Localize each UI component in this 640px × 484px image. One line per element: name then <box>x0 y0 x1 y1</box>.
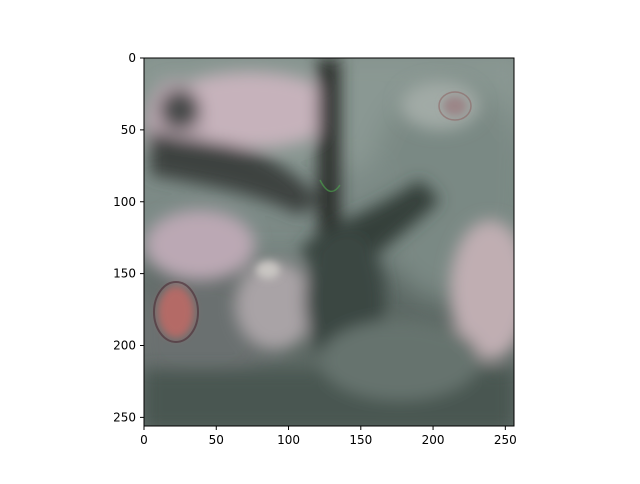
red-blob <box>158 286 194 338</box>
x-tick-label: 200 <box>422 433 445 447</box>
x-axis: 0 50 100 150 200 250 <box>140 426 517 447</box>
image-panel <box>130 50 530 440</box>
y-tick-label: 250 <box>113 410 136 424</box>
x-tick-label: 250 <box>494 433 517 447</box>
y-axis: 0 50 100 150 200 250 <box>113 51 144 424</box>
x-tick-label: 50 <box>209 433 224 447</box>
x-tick-label: 150 <box>349 433 372 447</box>
pink-cloud-left <box>145 210 255 280</box>
y-tick-label: 200 <box>113 339 136 353</box>
x-tick-label: 0 <box>140 433 148 447</box>
x-tick-label: 100 <box>277 433 300 447</box>
y-tick-label: 100 <box>113 195 136 209</box>
y-tick-label: 0 <box>128 51 136 65</box>
y-tick-label: 50 <box>121 123 136 137</box>
y-tick-label: 150 <box>113 267 136 281</box>
